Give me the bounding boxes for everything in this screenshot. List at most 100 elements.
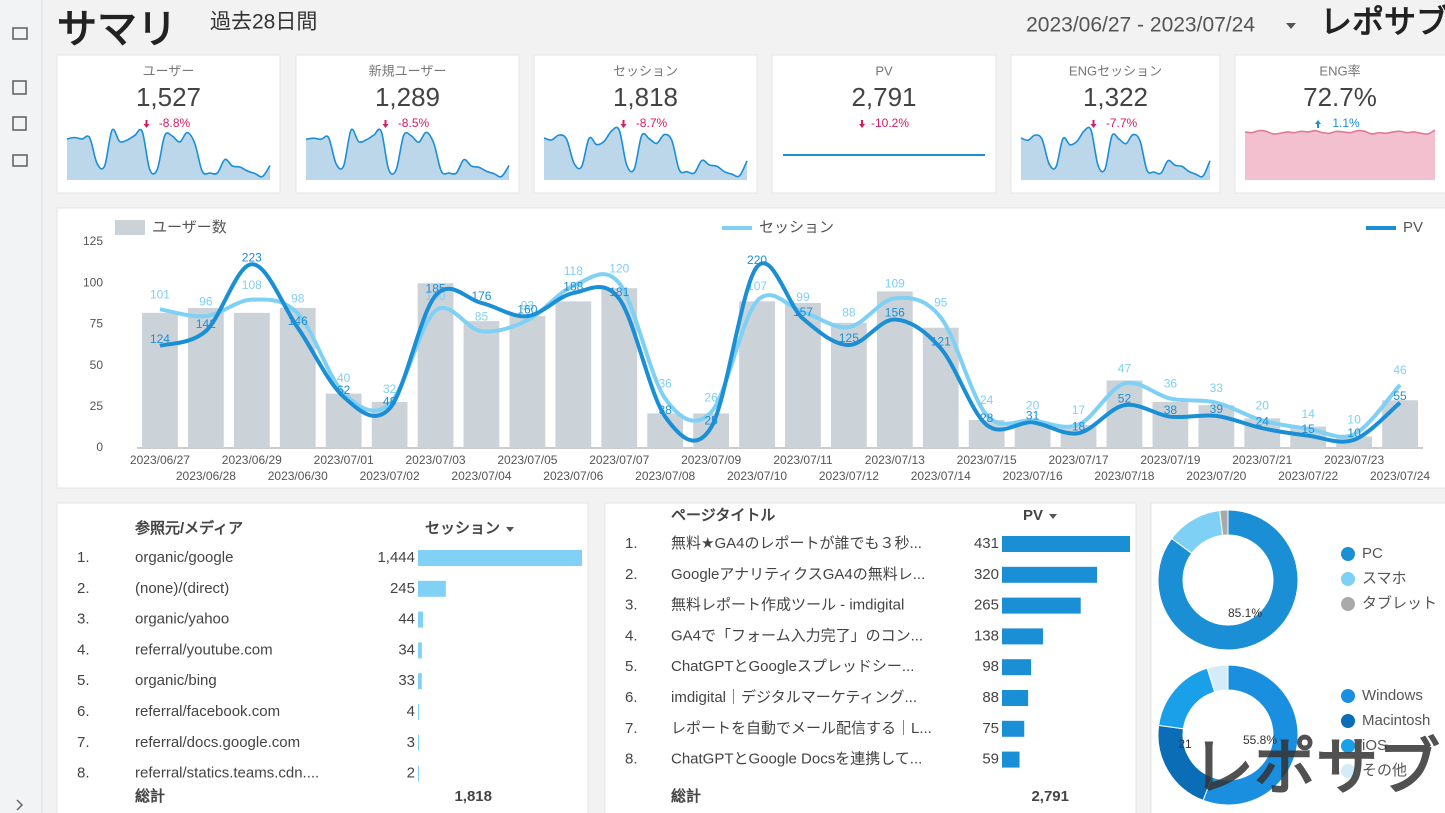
rank: 5.: [625, 658, 638, 675]
bar: [418, 673, 422, 690]
sort-icon[interactable]: [1049, 514, 1058, 519]
row-label: referral/facebook.com: [135, 703, 280, 720]
nav-icon[interactable]: [12, 116, 27, 131]
data-label: 24: [1256, 414, 1270, 428]
data-label: 107: [747, 279, 767, 293]
date-range[interactable]: 2023/06/27 - 2023/07/24: [1026, 14, 1255, 37]
row-value: 98: [982, 658, 999, 675]
bar: [463, 321, 500, 448]
legend-label[interactable]: iOS: [1362, 737, 1387, 754]
nav-icon[interactable]: [12, 154, 28, 167]
bar: [418, 734, 419, 751]
data-label: 52: [1118, 391, 1132, 405]
bar: [785, 302, 821, 448]
bar: [1002, 566, 1098, 583]
data-label: 10: [1347, 412, 1361, 426]
kpi-label: PV: [875, 63, 893, 78]
bar: [418, 765, 419, 782]
nav-icon[interactable]: [12, 27, 28, 40]
legend-label[interactable]: ユーザー数: [152, 219, 227, 236]
row-value: 59: [982, 751, 999, 768]
rank: 1.: [77, 549, 90, 566]
data-label: 95: [934, 296, 948, 310]
kpi-change: -8.7%: [636, 116, 668, 130]
y-tick-label: 50: [90, 358, 104, 372]
kpi-label: ENGセッション: [1069, 63, 1162, 78]
donut-segment[interactable]: [1206, 664, 1229, 693]
x-tick-label: 2023/06/30: [268, 469, 328, 483]
line: [159, 261, 1402, 444]
x-tick-label: 2023/07/20: [1186, 469, 1246, 483]
x-tick-label: 2023/07/07: [589, 453, 649, 467]
legend-label[interactable]: Macintosh: [1362, 712, 1430, 729]
data-label: 157: [793, 305, 813, 319]
legend-swatch: [1341, 597, 1355, 611]
page-title: サマリ: [57, 8, 177, 52]
dropdown-icon[interactable]: [1286, 23, 1296, 29]
data-label: 15: [1301, 422, 1315, 436]
row-label: referral/statics.teams.cdn....: [135, 765, 319, 782]
data-label: 220: [747, 253, 767, 267]
kpi-value: 1,818: [613, 82, 678, 112]
kpi-label: ユーザー: [143, 63, 195, 78]
legend-label[interactable]: セッション: [759, 219, 834, 236]
legend-label[interactable]: PC: [1362, 545, 1383, 562]
data-label: 85.1%: [1228, 606, 1262, 620]
bar: [1002, 751, 1020, 768]
x-tick-label: 2023/07/14: [911, 469, 971, 483]
row-label: organic/bing: [135, 672, 217, 689]
column-header[interactable]: PV: [1023, 507, 1043, 524]
rank: 3.: [77, 611, 90, 628]
column-header[interactable]: セッション: [425, 520, 500, 537]
x-tick-label: 2023/07/08: [635, 469, 695, 483]
bar: [1152, 401, 1189, 448]
total-value: 1,818: [454, 788, 492, 805]
legend-swatch: [1341, 689, 1355, 703]
data-label: 21: [1178, 737, 1192, 751]
row-label: GoogleアナリティクスGA4の無料レ...: [671, 566, 925, 583]
sparkline-area: [1245, 130, 1435, 180]
sparkline: [305, 128, 510, 178]
nav-icon[interactable]: [12, 80, 27, 95]
data-label: 96: [199, 294, 213, 308]
row-label: referral/docs.google.com: [135, 734, 300, 751]
legend-label[interactable]: スマホ: [1362, 570, 1407, 587]
data-label: 99: [796, 290, 810, 304]
row-label: ChatGPTとGoogleスプレッドシー...: [671, 658, 914, 675]
x-tick-label: 2023/07/22: [1278, 469, 1338, 483]
donut-segment[interactable]: [1157, 509, 1299, 651]
y-tick-label: 75: [90, 317, 104, 331]
data-label: 47: [1118, 362, 1132, 376]
bar: [1002, 628, 1043, 645]
data-label: 55.8%: [1243, 733, 1277, 747]
data-label: 109: [885, 276, 905, 290]
expand-icon[interactable]: [16, 799, 24, 811]
data-label: 120: [609, 261, 629, 275]
column-header: 参照元/メディア: [135, 519, 243, 537]
sort-icon[interactable]: [506, 527, 515, 532]
rank: 8.: [625, 751, 638, 768]
bar: [418, 704, 419, 720]
kpi-value: 1,322: [1083, 82, 1148, 112]
row-label: 無料★GA4のレポートが誰でも３秒...: [671, 535, 922, 552]
row-value: 75: [982, 720, 999, 737]
bar: [1002, 720, 1025, 737]
data-label: 18: [1072, 419, 1086, 433]
x-tick-label: 2023/07/18: [1094, 469, 1154, 483]
table-card: [604, 502, 1137, 813]
data-label: 38: [658, 403, 672, 417]
legend-label[interactable]: Windows: [1362, 687, 1423, 704]
donut-segment[interactable]: [1219, 509, 1229, 536]
row-label: referral/youtube.com: [135, 641, 273, 658]
legend-label[interactable]: PV: [1403, 219, 1423, 236]
bar: [1336, 436, 1373, 448]
y-tick-label: 0: [96, 440, 103, 454]
donut-segment[interactable]: [1202, 664, 1299, 806]
bar: [1382, 400, 1418, 448]
legend-label[interactable]: タブレット: [1362, 594, 1437, 612]
logo: レポサブ: [1320, 3, 1445, 39]
legend-label[interactable]: その他: [1362, 762, 1407, 779]
row-value: 320: [974, 566, 999, 583]
legend-swatch: [1341, 764, 1355, 778]
kpi-value: 1,527: [136, 82, 201, 112]
